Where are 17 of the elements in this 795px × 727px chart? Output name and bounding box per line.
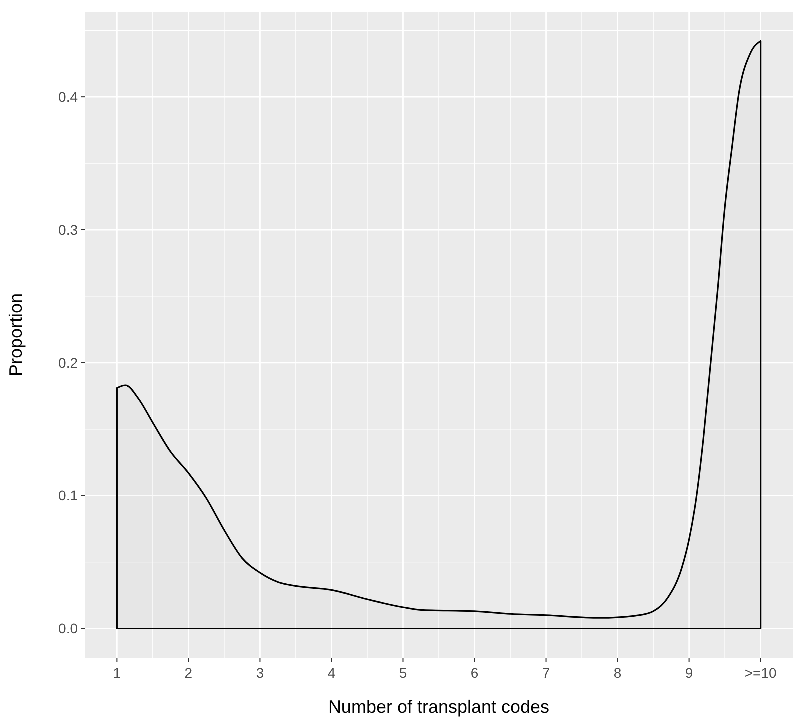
x-tick-label: 5 [399, 665, 408, 681]
x-tick-label: 9 [685, 665, 694, 681]
x-tick-label: 2 [184, 665, 193, 681]
x-tick-label: 4 [328, 665, 336, 681]
x-tick-label: 7 [542, 665, 550, 681]
x-axis-title: Number of transplant codes [328, 697, 550, 717]
y-tick-label: 0.4 [58, 88, 78, 105]
y-axis-title: Proportion [6, 293, 26, 377]
y-tick-label: 0.2 [58, 354, 78, 371]
y-tick-label: 0.0 [58, 620, 78, 637]
y-tick-label: 0.1 [58, 488, 78, 504]
x-tick-label: 8 [614, 665, 622, 681]
x-tick-label: 1 [113, 665, 122, 681]
x-tick-label: >=10 [744, 665, 777, 681]
x-tick-label: 6 [470, 665, 479, 681]
y-tick-label: 0.3 [58, 222, 78, 238]
x-tick-label: 3 [256, 665, 264, 681]
